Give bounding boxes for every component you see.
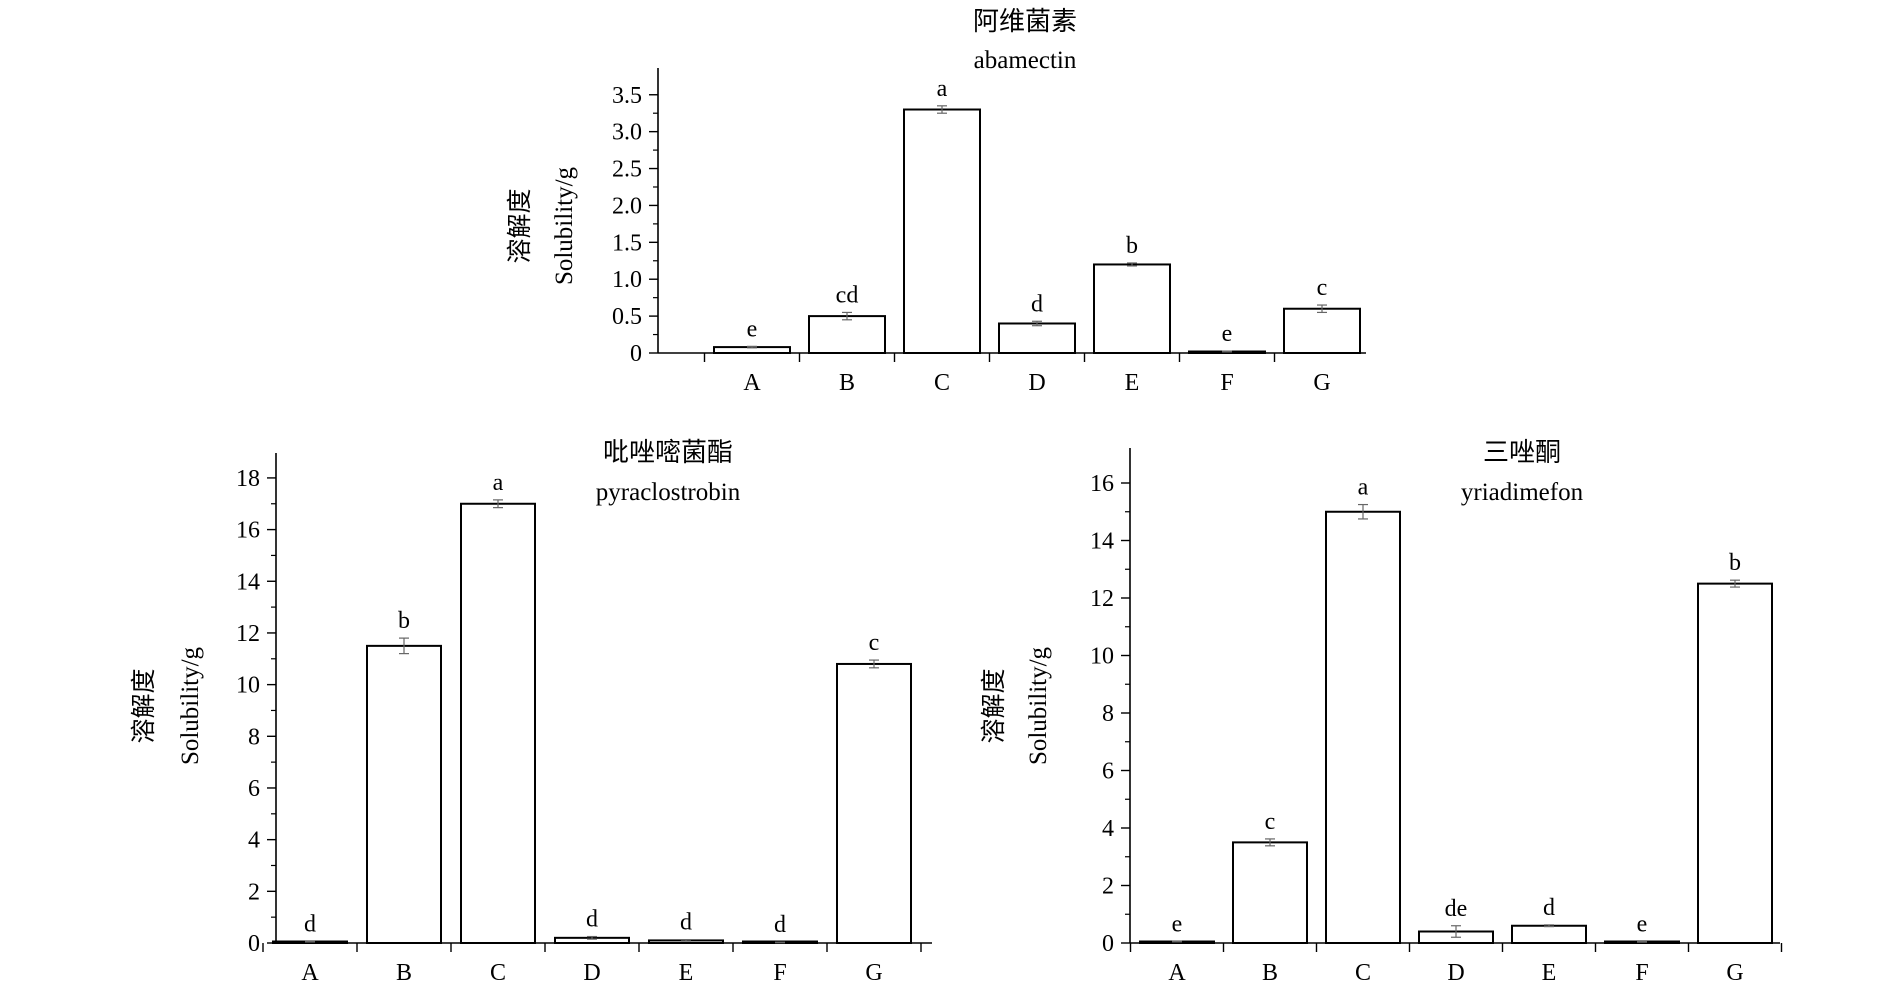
y-tick-label: 10: [1090, 644, 1114, 670]
y-tick-label: 2: [1102, 874, 1114, 900]
y-tick-label: 0.5: [612, 304, 642, 330]
x-tick-label-D: D: [583, 960, 600, 986]
y-tick-label: 4: [1102, 816, 1114, 842]
chart-subtitle: pyraclostrobin: [596, 479, 741, 506]
x-tick-label-C: C: [490, 960, 506, 986]
x-tick-label-C: C: [1355, 960, 1371, 986]
x-tick-label-B: B: [1262, 960, 1278, 986]
y-axis-label-cn: 溶解度: [979, 668, 1008, 743]
chart-subtitle: abamectin: [974, 47, 1077, 74]
y-tick-label: 16: [1090, 471, 1114, 497]
x-tick-label-G: G: [865, 960, 882, 986]
significance-label-C: a: [1358, 475, 1369, 501]
y-axis-label-cn: 溶解度: [129, 668, 158, 743]
x-tick-label-D: D: [1447, 960, 1464, 986]
y-tick-label: 18: [236, 466, 260, 492]
x-tick-label-D: D: [1028, 370, 1045, 396]
significance-label-A: d: [304, 911, 316, 937]
bar-B: [366, 644, 442, 944]
bar-E: [1093, 263, 1171, 355]
x-tick-label-F: F: [1635, 960, 1648, 986]
y-tick-label: 6: [1102, 759, 1114, 785]
significance-label-A: e: [1172, 911, 1183, 937]
y-tick-label: 2: [248, 879, 260, 905]
significance-label-C: a: [937, 76, 948, 102]
significance-label-D: de: [1445, 896, 1468, 922]
y-tick-label: 0: [1102, 931, 1114, 957]
x-tick-label-G: G: [1726, 960, 1743, 986]
y-tick-label: 3.5: [612, 83, 642, 109]
bar-E: [1511, 924, 1587, 944]
bar-C: [903, 108, 981, 354]
bar-C: [1325, 510, 1401, 944]
significance-label-E: d: [680, 910, 692, 936]
chart-title: 三唑酮: [1483, 438, 1561, 468]
y-tick-label: 8: [248, 724, 260, 750]
significance-label-E: b: [1126, 233, 1138, 259]
y-tick-label: 14: [236, 569, 260, 595]
significance-label-B: b: [398, 608, 410, 634]
x-tick-label-F: F: [1220, 370, 1233, 396]
y-tick-label: 12: [1090, 586, 1114, 612]
x-tick-label-E: E: [1125, 370, 1140, 396]
significance-label-G: c: [869, 630, 880, 656]
significance-label-D: d: [1031, 291, 1043, 317]
x-tick-label-F: F: [773, 960, 786, 986]
bar-D: [998, 322, 1076, 354]
y-tick-label: 2.0: [612, 193, 642, 219]
bar-B: [1232, 841, 1308, 944]
significance-label-F: e: [1222, 321, 1233, 347]
y-tick-label: 16: [236, 518, 260, 544]
significance-label-B: cd: [836, 282, 859, 308]
y-tick-label: 3.0: [612, 120, 642, 146]
y-tick-label: 1.5: [612, 230, 642, 256]
significance-label-G: c: [1317, 275, 1328, 301]
bar-G: [1697, 582, 1773, 944]
significance-label-D: d: [586, 907, 598, 933]
y-tick-label: 8: [1102, 701, 1114, 727]
y-axis-label: Solubility/g: [1025, 646, 1052, 765]
y-axis-label: Solubility/g: [551, 166, 578, 285]
y-tick-label: 12: [236, 621, 260, 647]
y-tick-label: 0: [630, 341, 642, 367]
x-tick-label-C: C: [934, 370, 950, 396]
y-tick-label: 10: [236, 673, 260, 699]
significance-label-F: d: [774, 912, 786, 938]
y-tick-label: 0: [248, 931, 260, 957]
y-tick-label: 6: [248, 776, 260, 802]
significance-label-C: a: [493, 470, 504, 496]
y-tick-label: 14: [1090, 529, 1114, 555]
x-tick-label-A: A: [1168, 960, 1186, 986]
bar-G: [836, 662, 912, 944]
x-tick-label-G: G: [1313, 370, 1330, 396]
significance-label-F: e: [1637, 912, 1648, 938]
y-axis-label-cn: 溶解度: [505, 188, 534, 263]
significance-label-G: b: [1729, 550, 1741, 576]
chart-pyraclostrobin: 吡唑嘧菌酯 pyraclostrobin 溶解度 Solubility/g 0 2 4 6 8 1…: [129, 438, 932, 986]
y-axis-label: Solubility/g: [177, 646, 204, 765]
bar-B: [808, 315, 886, 354]
bar-G: [1283, 307, 1361, 355]
x-tick-label-A: A: [301, 960, 319, 986]
chart-title: 吡唑嘧菌酯: [603, 438, 733, 468]
chart-subtitle: yriadimefon: [1461, 479, 1584, 506]
bar-C: [460, 502, 536, 944]
x-tick-label-B: B: [396, 960, 412, 986]
chart-abamectin: 阿维菌素 abamectin 溶解度 Solubility/g 0 0.5 1.0 1.5 2.…: [505, 7, 1366, 396]
significance-label-B: c: [1265, 809, 1276, 835]
x-tick-label-E: E: [1542, 960, 1557, 986]
x-tick-label-A: A: [743, 370, 761, 396]
y-tick-label: 2.5: [612, 157, 642, 183]
chart-triadimefon: 三唑酮 yriadimefon 溶解度 Solubility/g 0 2 4 6 8 10 12 14…: [979, 438, 1783, 986]
y-tick-label: 4: [248, 828, 260, 854]
significance-label-E: d: [1543, 895, 1555, 921]
significance-label-A: e: [747, 316, 758, 342]
y-tick-label: 1.0: [612, 267, 642, 293]
x-tick-label-E: E: [679, 960, 694, 986]
chart-title: 阿维菌素: [973, 7, 1077, 37]
x-tick-label-B: B: [839, 370, 855, 396]
